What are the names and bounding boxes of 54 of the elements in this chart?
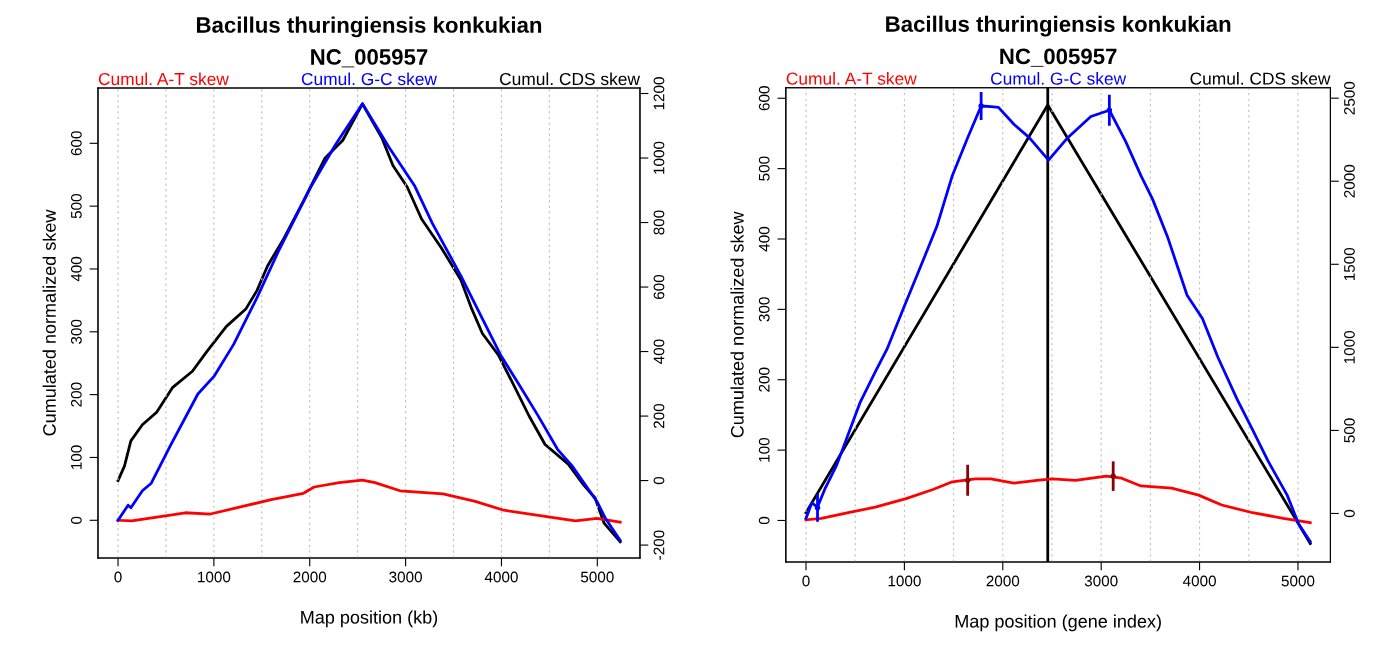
- y-tick-label: 400: [758, 226, 770, 252]
- y-tick-label: 0: [758, 516, 770, 525]
- y-axis-title: Cumulated normalized skew: [730, 211, 744, 438]
- text: Cumul. A-T skew: [786, 72, 917, 85]
- y-tick-label: 200: [70, 382, 82, 407]
- y-axis-title: Cumulated normalized skew: [42, 209, 56, 436]
- y-tick-label: 500: [70, 194, 82, 219]
- y2-tick-label: 800: [653, 210, 665, 235]
- y2-tick-label: 2500: [1344, 81, 1355, 115]
- y2-tick-label: 0: [1344, 509, 1355, 518]
- y-tick-label: 300: [70, 319, 82, 344]
- chart-title: Bacillus thuringiensis konkukian: [196, 16, 542, 38]
- y-tick-label: 500: [758, 156, 770, 181]
- y2-tick-label: 1000: [653, 141, 665, 174]
- series-label: Cumul. G-C skew: [301, 72, 438, 86]
- x-tick-label: 1000: [198, 571, 231, 583]
- y2-tick-label: 600: [653, 274, 665, 300]
- y-tick-label: 100: [70, 445, 82, 470]
- y2-tick-label: 400: [653, 339, 665, 364]
- y-tick-label: 300: [758, 297, 770, 322]
- x-tick-label: 0: [114, 571, 122, 583]
- y2-tick-label: 0: [653, 476, 665, 485]
- text: Cumul. CDS skew: [1190, 72, 1331, 85]
- y-tick-label: 400: [70, 256, 82, 282]
- y2-tick-label: 200: [653, 403, 665, 429]
- x-axis-title: Map position (gene index): [955, 614, 1161, 632]
- y2-tick-label: 2000: [1344, 164, 1355, 198]
- y-tick-label: 600: [70, 131, 82, 156]
- text: Cumul. A-T skew: [98, 72, 229, 86]
- x-tick-label: 5000: [580, 571, 614, 583]
- y-tick-label: 200: [758, 367, 770, 392]
- y-tick-label: 0: [70, 516, 82, 524]
- y-tick-label: 100: [758, 437, 770, 462]
- y2-tick-label: 500: [1344, 418, 1355, 443]
- x-tick-label: 1000: [888, 575, 921, 587]
- chart-subtitle: NC_005957: [1000, 48, 1117, 67]
- x-tick-label: 3000: [389, 571, 422, 583]
- chart-subtitle: NC_005957: [311, 49, 428, 68]
- x-tick-label: 5000: [1281, 575, 1315, 587]
- series-label: Cumul. G-C skew: [991, 72, 1127, 85]
- x-tick-label: 0: [802, 575, 810, 587]
- chart-title: Bacillus thuringiensis konkukian: [886, 15, 1231, 37]
- x-tick-label: 2000: [986, 575, 1020, 587]
- x-tick-label: 4000: [1182, 575, 1216, 587]
- x-tick-label: 4000: [484, 571, 518, 583]
- text: Cumul. CDS skew: [500, 72, 641, 86]
- x-tick-label: 2000: [293, 571, 327, 583]
- x-tick-label: 3000: [1084, 575, 1118, 587]
- y2-tick-label: 1500: [1344, 247, 1355, 281]
- y2-tick-label: 1000: [1344, 330, 1355, 364]
- x-axis-title: Map position (kb): [301, 610, 438, 628]
- y-tick-label: 600: [758, 86, 770, 111]
- y2-tick-label: -200: [653, 530, 665, 560]
- y2-tick-label: 1200: [653, 77, 665, 110]
